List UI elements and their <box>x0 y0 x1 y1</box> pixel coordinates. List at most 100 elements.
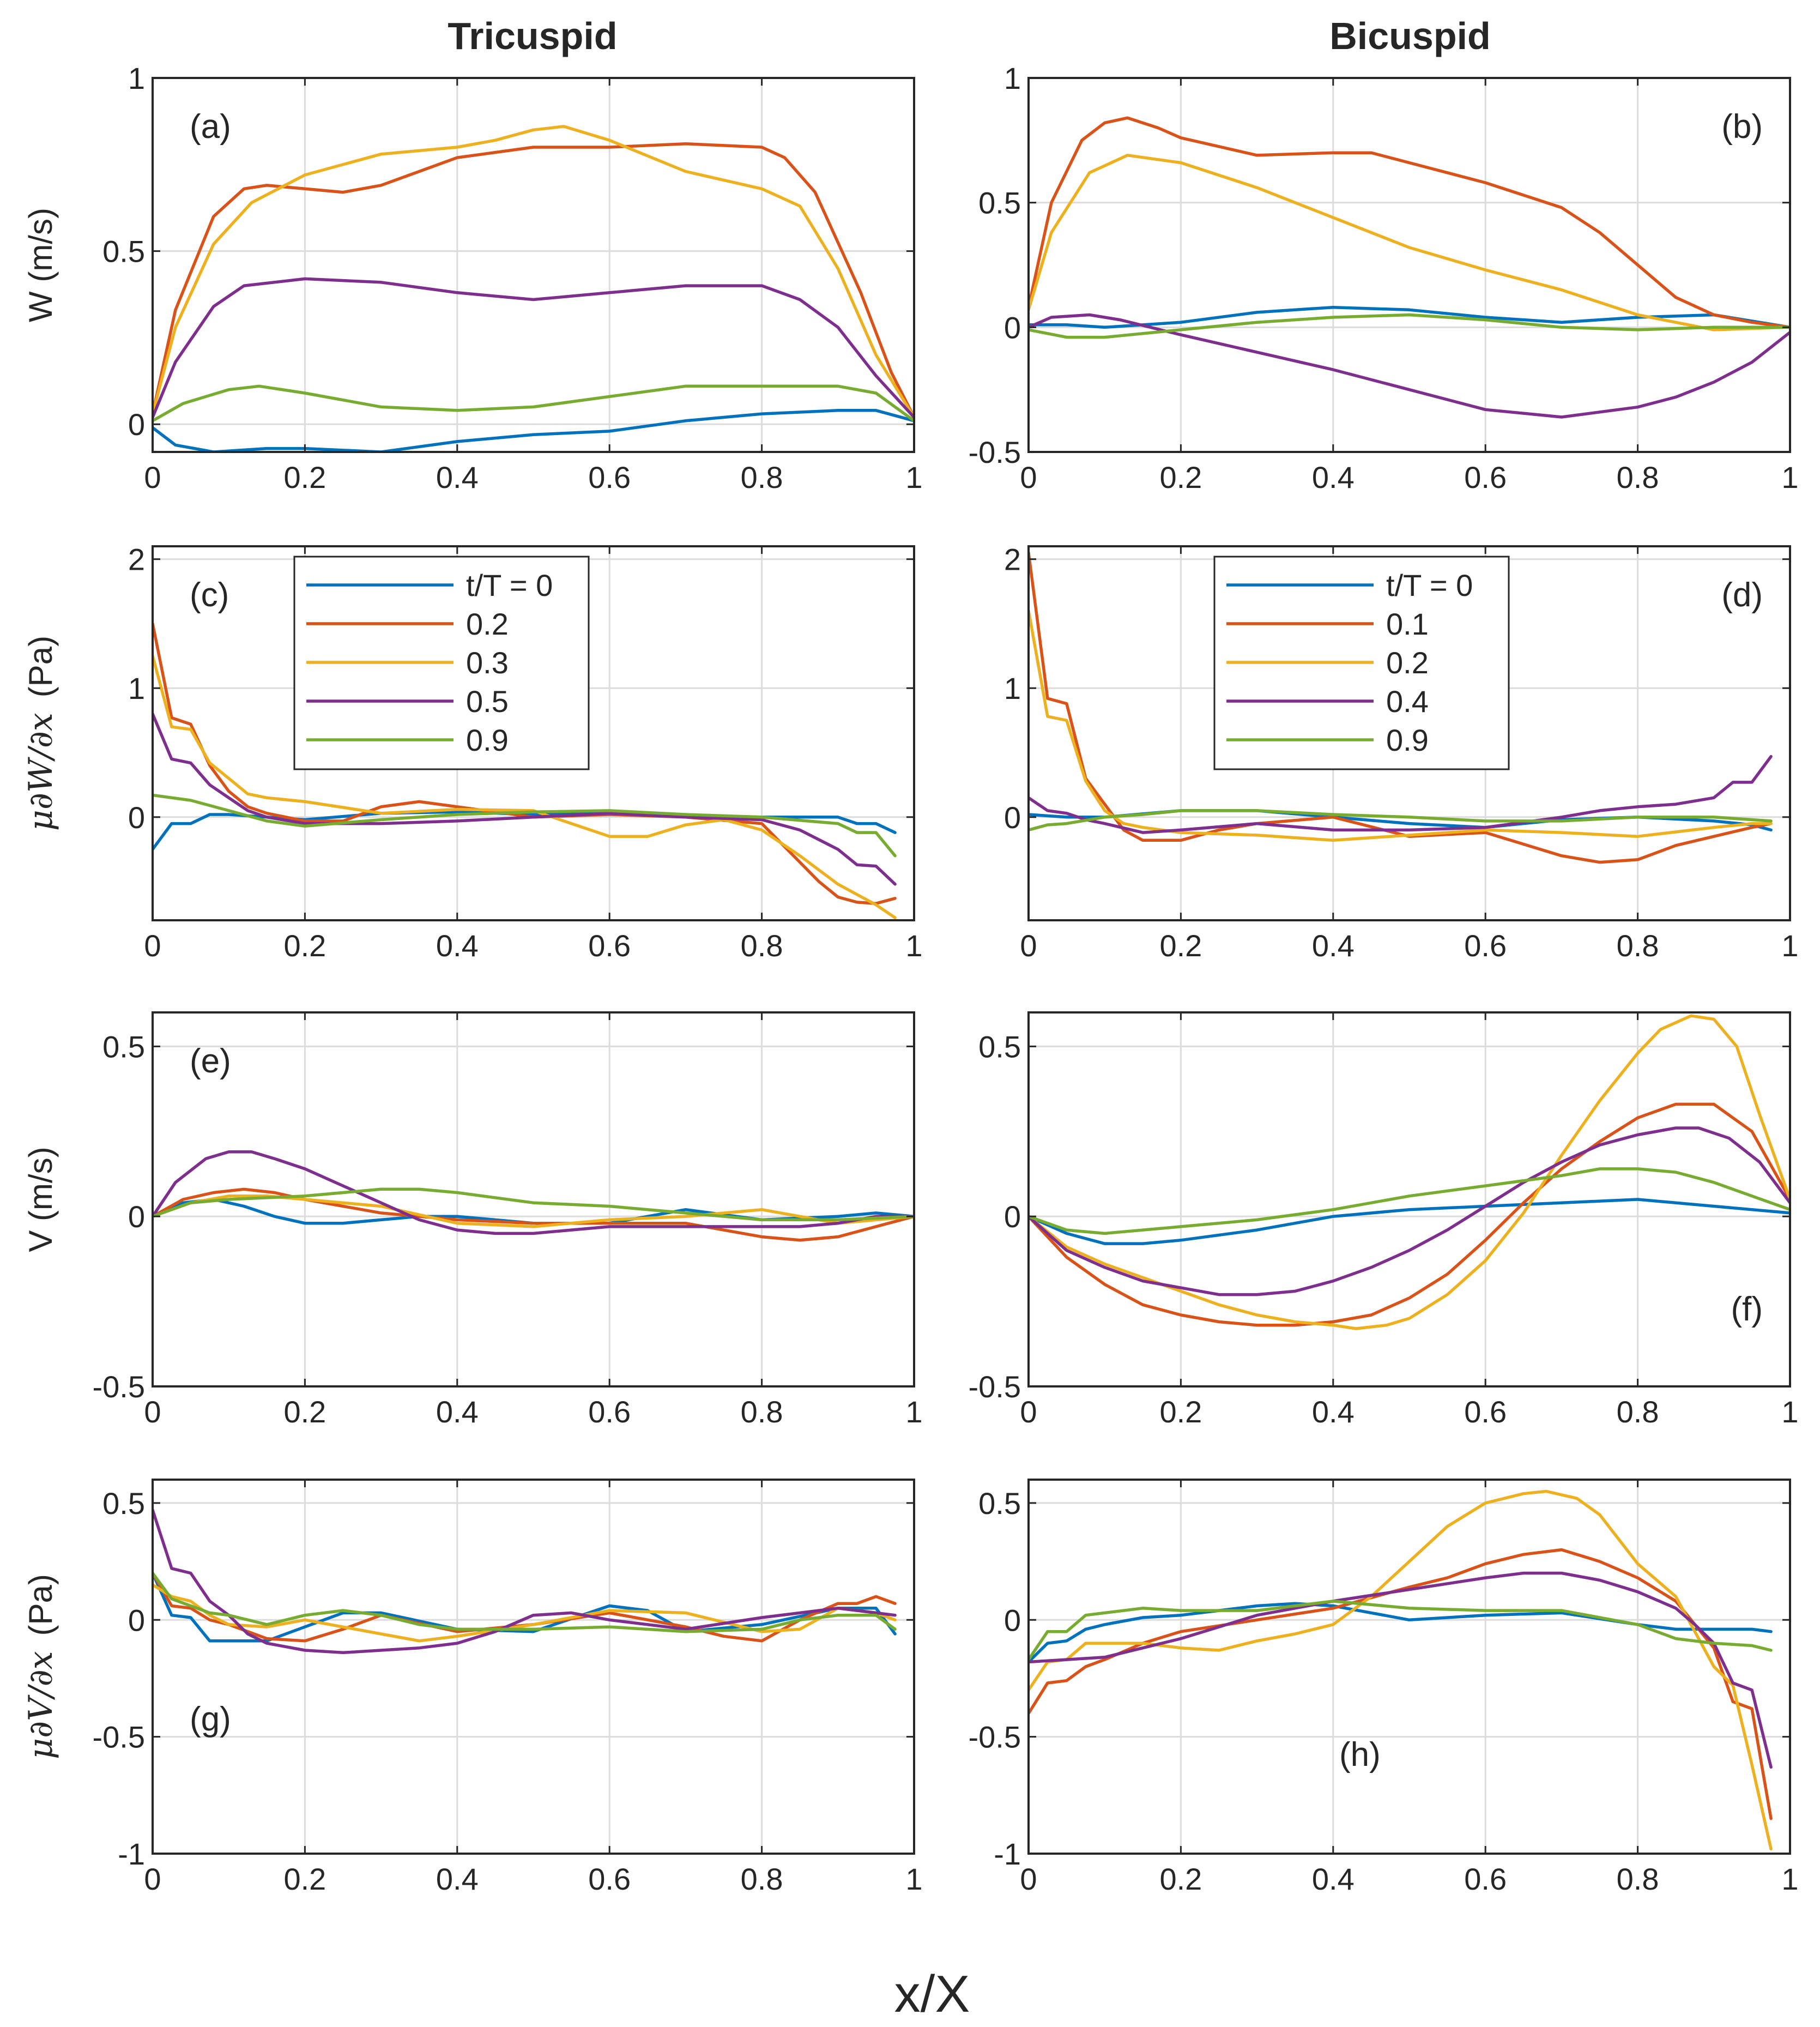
x-tick-label: 0.2 <box>283 1395 326 1429</box>
y-tick-label: 1 <box>128 61 145 95</box>
x-tick-label: 0 <box>144 1862 161 1896</box>
series-line-0p9 <box>153 384 914 423</box>
x-tick-label: 0.6 <box>588 460 631 494</box>
x-tick-label: 0 <box>1020 460 1037 494</box>
y-tick-label: -1 <box>118 1837 145 1871</box>
y-tick-label: 1 <box>128 671 145 705</box>
series-line-0p2 <box>153 622 897 905</box>
y-axis-label-math: μ∂V/∂x <box>22 1651 60 1759</box>
x-tick-label: 0 <box>144 928 161 963</box>
x-tick-label: 0.8 <box>1617 1862 1659 1896</box>
x-tick-label: 0.2 <box>1159 928 1202 963</box>
series-group <box>153 1150 914 1242</box>
series-line-0p1 <box>1029 551 1773 864</box>
series-group <box>1029 1014 1790 1330</box>
x-tick-label: 0.2 <box>1159 460 1202 494</box>
legend: t/T = 0 0.1 0.2 0.4 0.9 <box>1213 556 1510 770</box>
plot-frame <box>1027 545 1791 921</box>
y-tick-label: -0.5 <box>969 435 1021 469</box>
panel-label: (e) <box>190 1042 231 1080</box>
x-tick-label: 1 <box>905 1862 922 1896</box>
x-tick-label: 0.2 <box>283 460 326 494</box>
y-tick-label: -0.5 <box>93 1720 146 1754</box>
x-tick-label: 0.8 <box>741 1395 783 1429</box>
plot-frame <box>1027 1011 1791 1387</box>
legend-label: 0.9 <box>1386 723 1429 757</box>
panel-b: 0 0.2 0.4 0.6 0.8 1-0.500.51(b) <box>969 61 1799 494</box>
y-tick-label: 0 <box>1004 1603 1021 1637</box>
x-tick-label: 1 <box>905 460 922 494</box>
x-tick-label: 0.2 <box>1159 1862 1202 1896</box>
panel-label: (b) <box>1721 108 1763 146</box>
x-tick-label: 0.8 <box>1617 928 1659 963</box>
legend: t/T = 0 0.2 0.3 0.5 0.9 <box>293 556 590 770</box>
x-tick-label: 1 <box>1781 928 1798 963</box>
x-tick-label: 0.8 <box>741 460 783 494</box>
legend-label: t/T = 0 <box>466 568 553 602</box>
legend-label: 0.5 <box>466 684 509 719</box>
x-tick-label: 0.6 <box>1464 460 1507 494</box>
series-line-0p3 <box>153 125 914 419</box>
y-tick-label: 2 <box>128 542 145 577</box>
series-line-0p5 <box>153 1150 914 1235</box>
plot-frame <box>1027 1479 1791 1855</box>
series-line-0p9 <box>1029 1600 1773 1661</box>
x-tick-label: 1 <box>905 928 922 963</box>
series-line-0p5 <box>153 277 914 419</box>
x-tick-label: 1 <box>1781 1395 1798 1429</box>
series-line-0p4 <box>1029 1571 1773 1769</box>
column-title-tricuspid: Tricuspid <box>448 15 617 57</box>
series-group <box>153 125 914 452</box>
y-axis-label: W (m/s) <box>22 208 59 322</box>
x-tick-label: 1 <box>905 1395 922 1429</box>
x-tick-label: 0.6 <box>588 1862 631 1896</box>
y-tick-label: 0 <box>128 1199 145 1234</box>
series-line-0p9 <box>153 1571 897 1633</box>
y-tick-label: 0 <box>128 800 145 835</box>
series-line-0p2 <box>1029 154 1790 331</box>
x-tick-label: 0.6 <box>1464 928 1507 963</box>
x-tick-label: 0 <box>1020 928 1037 963</box>
panel-label: (d) <box>1721 576 1763 614</box>
x-tick-label: 0 <box>1020 1862 1037 1896</box>
y-tick-label: 1 <box>1004 61 1021 95</box>
y-tick-label: -0.5 <box>969 1720 1021 1754</box>
series-line-0p9 <box>1029 313 1790 339</box>
y-axis-label: V (m/s) <box>22 1147 59 1252</box>
x-tick-label: 0.6 <box>588 1395 631 1429</box>
series-line-0p2 <box>1029 1014 1790 1330</box>
series-line-0p2 <box>1029 609 1773 842</box>
series-line-0p1 <box>1029 1548 1773 1820</box>
legend-label: 0.3 <box>466 645 509 680</box>
legend-label: 0.1 <box>1386 607 1429 641</box>
panel-e: 0 0.2 0.4 0.6 0.8 1-0.500.5V (m/s)(e) <box>22 1011 923 1429</box>
legend-label: t/T = 0 <box>1386 568 1473 602</box>
legend-label: 0.2 <box>1386 645 1429 680</box>
x-tick-label: 1 <box>1781 1862 1798 1896</box>
x-tick-label: 0 <box>144 460 161 494</box>
x-tick-label: 0.8 <box>741 928 783 963</box>
y-tick-label: 2 <box>1004 542 1021 577</box>
y-tick-label: -1 <box>994 1837 1021 1871</box>
series-line-0p3 <box>153 1195 914 1228</box>
x-tick-label: 0.2 <box>283 928 326 963</box>
panel-label: (c) <box>190 576 229 614</box>
y-tick-label: 0.5 <box>102 234 145 269</box>
panels: 0 0.2 0.4 0.6 0.8 100.51W (m/s)(a)0 0.2 0.4 0.6 0… <box>22 61 1799 1896</box>
panel-f: 0 0.2 0.4 0.6 0.8 1-0.500.5(f) <box>969 1011 1799 1429</box>
series-line-0p4 <box>1029 313 1790 419</box>
x-tick-label: 0.4 <box>436 928 479 963</box>
panel-h: 0 0.2 0.4 0.6 0.8 1 -1 -0.5 0 0.5 (h) <box>969 1479 1799 1896</box>
series-line-0p9 <box>153 793 897 858</box>
plot-frame <box>152 77 915 453</box>
x-tick-label: 0.4 <box>436 1862 479 1896</box>
series-line-0p2 <box>1029 1489 1773 1851</box>
x-tick-label: 0.4 <box>1312 1395 1355 1429</box>
series-line-0p4 <box>1029 1126 1790 1296</box>
legend-label: 0.2 <box>466 607 509 641</box>
series-line-0p1 <box>1029 116 1790 329</box>
x-tick-label: 0 <box>1020 1395 1037 1429</box>
plot-frame <box>152 1479 915 1855</box>
x-tick-label: 0.8 <box>741 1862 783 1896</box>
